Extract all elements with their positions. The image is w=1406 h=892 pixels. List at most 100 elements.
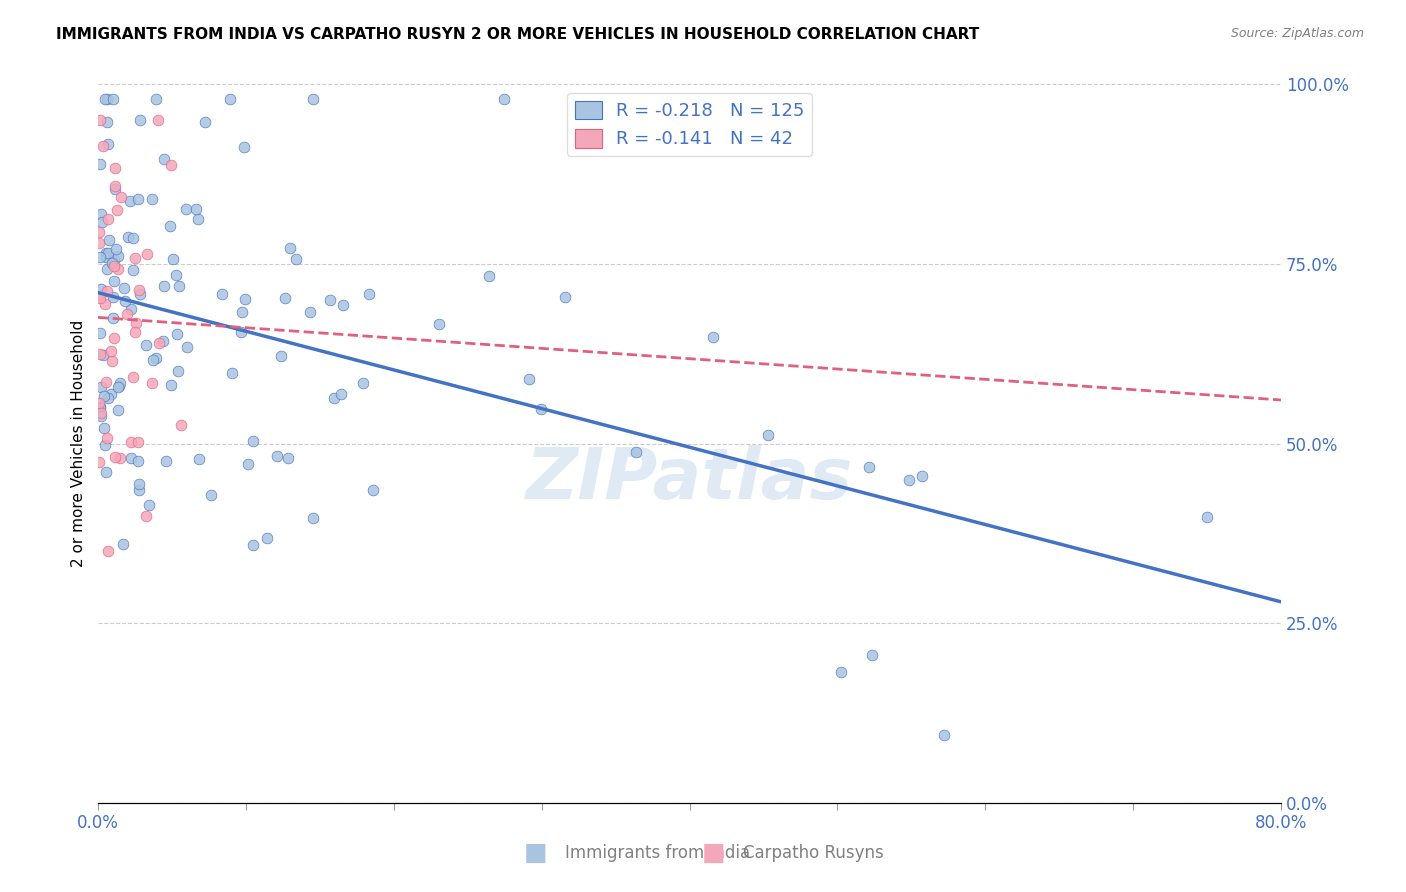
Text: ■: ■ (702, 841, 725, 865)
Point (155, 454, 177, 468)
Point (89, 400, 111, 414)
Point (162, 252, 184, 266)
Point (221, 366, 243, 380)
Text: Carpatho Rusyns: Carpatho Rusyns (742, 844, 883, 862)
Point (101, 92, 124, 106)
Point (274, 291, 297, 305)
Point (91, 348, 114, 362)
Point (104, 178, 127, 193)
Point (115, 307, 138, 321)
Point (96, 431, 118, 445)
Point (96, 284, 118, 298)
Point (530, 402, 553, 417)
Point (898, 473, 921, 487)
Point (858, 459, 880, 474)
Point (278, 241, 301, 255)
Point (145, 351, 167, 365)
Point (329, 387, 352, 401)
Point (103, 290, 125, 304)
Point (127, 454, 149, 468)
Point (148, 335, 170, 350)
Point (120, 194, 142, 209)
Point (93, 389, 115, 403)
Point (136, 247, 159, 261)
Point (160, 158, 183, 172)
Point (107, 380, 129, 394)
Point (120, 450, 142, 465)
Point (152, 334, 174, 348)
Point (231, 304, 253, 318)
Point (90, 206, 112, 220)
Point (361, 483, 384, 497)
Point (830, 665, 852, 679)
Point (96, 261, 118, 276)
Point (97, 391, 120, 405)
Point (128, 477, 150, 491)
Point (94, 437, 117, 451)
Point (94, 250, 117, 264)
Point (107, 402, 129, 417)
Point (166, 364, 188, 378)
Point (89, 401, 111, 415)
Point (108, 378, 131, 392)
Point (148, 113, 170, 128)
Point (860, 648, 883, 663)
Point (242, 434, 264, 449)
Point (127, 192, 149, 206)
Point (174, 202, 197, 217)
Point (90, 282, 112, 296)
Point (187, 451, 209, 466)
Point (357, 286, 380, 301)
Point (517, 372, 540, 386)
Point (87, 225, 110, 239)
Point (702, 330, 724, 344)
Point (167, 279, 190, 293)
Text: IMMIGRANTS FROM INDIA VS CARPATHO RUSYN 2 OR MORE VEHICLES IN HOUSEHOLD CORRELAT: IMMIGRANTS FROM INDIA VS CARPATHO RUSYN … (56, 27, 980, 42)
Legend: R = -0.218   N = 125, R = -0.141   N = 42: R = -0.218 N = 125, R = -0.141 N = 42 (568, 94, 811, 155)
Point (87, 455, 110, 469)
Point (94, 375, 117, 389)
Point (90, 406, 112, 420)
Point (165, 268, 187, 283)
Point (104, 450, 127, 465)
Point (103, 331, 125, 345)
Point (124, 251, 146, 265)
Point (129, 287, 152, 301)
Point (107, 261, 129, 276)
Point (107, 249, 129, 263)
Point (90, 380, 112, 394)
Point (90, 409, 112, 423)
Point (128, 113, 150, 128)
Point (87, 235, 110, 250)
Point (93, 420, 115, 434)
Text: Source: ZipAtlas.com: Source: ZipAtlas.com (1230, 27, 1364, 40)
Point (100, 387, 122, 401)
Point (184, 202, 207, 216)
Point (104, 242, 127, 256)
Point (141, 193, 163, 207)
Point (100, 343, 122, 358)
Point (235, 293, 257, 307)
Point (108, 450, 131, 465)
Point (911, 469, 934, 483)
Point (94, 245, 117, 260)
Point (211, 287, 233, 301)
Point (193, 115, 215, 129)
Point (108, 376, 131, 391)
Point (1195, 510, 1218, 524)
Point (932, 728, 955, 742)
Text: ZIPatlas: ZIPatlas (526, 445, 853, 514)
Point (103, 311, 125, 326)
Point (96, 92, 118, 106)
Point (89, 326, 111, 341)
Point (87, 396, 110, 410)
Point (145, 92, 167, 106)
Point (152, 153, 174, 167)
Point (97, 544, 120, 558)
Point (125, 316, 148, 330)
Point (270, 349, 292, 363)
Text: ■: ■ (524, 841, 547, 865)
Point (110, 190, 132, 204)
Point (89, 157, 111, 171)
Point (219, 92, 242, 106)
